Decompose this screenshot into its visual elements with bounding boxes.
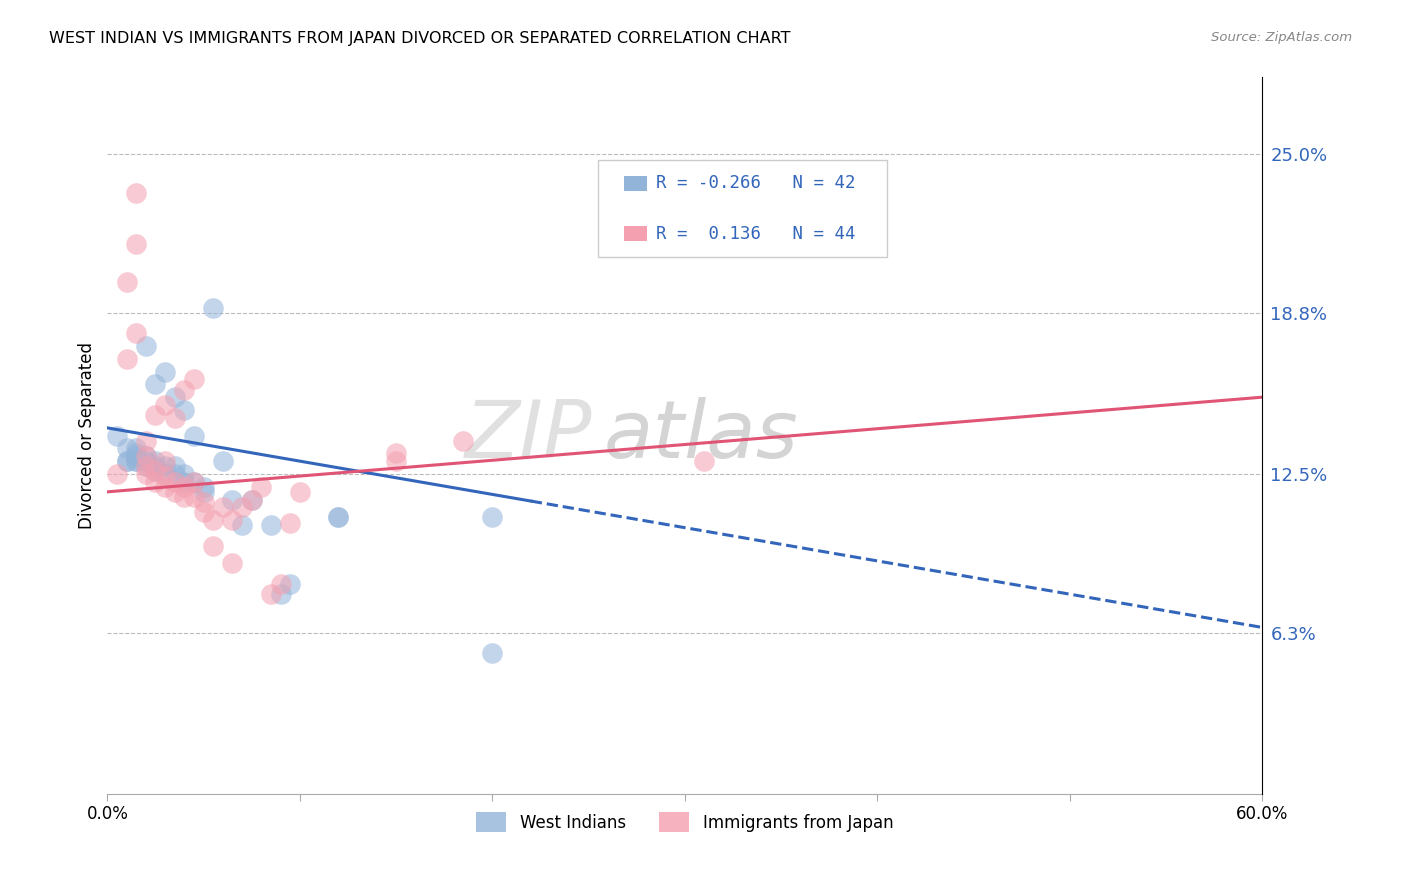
Point (193, 495, 215, 509)
Point (153, 365, 176, 379)
Point (453, 434, 475, 448)
Point (250, 480, 273, 494)
Point (173, 467, 195, 481)
Point (173, 480, 195, 494)
Point (240, 492, 263, 507)
Point (135, 339, 157, 353)
Point (135, 449, 157, 463)
Point (163, 484, 186, 499)
Point (163, 390, 186, 404)
Text: ZIP: ZIP (465, 397, 592, 475)
Point (173, 490, 195, 504)
Point (328, 510, 350, 524)
Point (115, 454, 138, 468)
Point (183, 490, 205, 504)
Point (278, 577, 301, 591)
Point (145, 464, 167, 478)
Point (135, 449, 157, 463)
Point (202, 539, 225, 553)
Point (125, 186, 148, 200)
Point (163, 467, 186, 481)
Point (105, 467, 128, 481)
Text: R = -0.266   N = 42: R = -0.266 N = 42 (655, 175, 855, 193)
Point (153, 459, 176, 474)
Point (278, 516, 301, 530)
Point (385, 446, 408, 460)
Point (125, 236, 148, 251)
FancyBboxPatch shape (624, 177, 647, 191)
Point (115, 442, 138, 456)
Point (125, 454, 148, 468)
Point (231, 518, 253, 533)
Point (115, 351, 138, 366)
Point (193, 484, 215, 499)
Point (135, 454, 157, 468)
Point (260, 518, 283, 533)
Point (115, 454, 138, 468)
Point (125, 446, 148, 460)
Text: R =  0.136   N = 44: R = 0.136 N = 44 (655, 225, 855, 243)
Point (270, 577, 292, 591)
Point (115, 275, 138, 289)
Point (221, 513, 243, 527)
Point (260, 587, 283, 601)
Point (212, 500, 235, 515)
Point (125, 326, 148, 341)
Point (153, 469, 176, 483)
Point (145, 475, 167, 489)
Point (145, 464, 167, 478)
Text: Source: ZipAtlas.com: Source: ZipAtlas.com (1212, 31, 1353, 45)
Point (193, 505, 215, 519)
Point (125, 449, 148, 463)
Point (163, 410, 186, 425)
Point (270, 587, 292, 601)
Text: WEST INDIAN VS IMMIGRANTS FROM JAPAN DIVORCED OR SEPARATED CORRELATION CHART: WEST INDIAN VS IMMIGRANTS FROM JAPAN DIV… (49, 31, 790, 46)
Point (153, 454, 176, 468)
Y-axis label: Divorced or Separated: Divorced or Separated (79, 342, 96, 529)
Point (202, 301, 225, 315)
Point (183, 428, 205, 442)
Point (173, 475, 195, 489)
Point (231, 500, 253, 515)
Point (288, 484, 311, 499)
Point (125, 442, 148, 456)
Point (202, 513, 225, 527)
Point (481, 646, 503, 660)
Point (153, 398, 176, 412)
Point (105, 428, 128, 442)
Point (173, 383, 195, 397)
Point (221, 492, 243, 507)
Point (135, 434, 157, 448)
FancyBboxPatch shape (598, 160, 887, 257)
Point (145, 377, 167, 392)
Point (145, 408, 167, 422)
Point (693, 454, 716, 468)
Point (212, 454, 235, 468)
Point (153, 467, 176, 481)
Point (183, 475, 205, 489)
Point (173, 403, 195, 417)
Text: atlas: atlas (605, 397, 799, 475)
Point (221, 557, 243, 571)
Legend: West Indians, Immigrants from Japan: West Indians, Immigrants from Japan (470, 805, 900, 839)
Point (328, 510, 350, 524)
Point (145, 454, 167, 468)
Point (135, 459, 157, 474)
Point (481, 510, 503, 524)
Point (145, 459, 167, 474)
Point (163, 459, 186, 474)
Point (163, 475, 186, 489)
Point (135, 467, 157, 481)
FancyBboxPatch shape (624, 227, 647, 241)
Point (125, 454, 148, 468)
Point (183, 475, 205, 489)
Point (240, 492, 263, 507)
Point (153, 480, 176, 494)
Point (135, 459, 157, 474)
Point (193, 480, 215, 494)
Point (183, 372, 205, 386)
Point (385, 454, 408, 468)
